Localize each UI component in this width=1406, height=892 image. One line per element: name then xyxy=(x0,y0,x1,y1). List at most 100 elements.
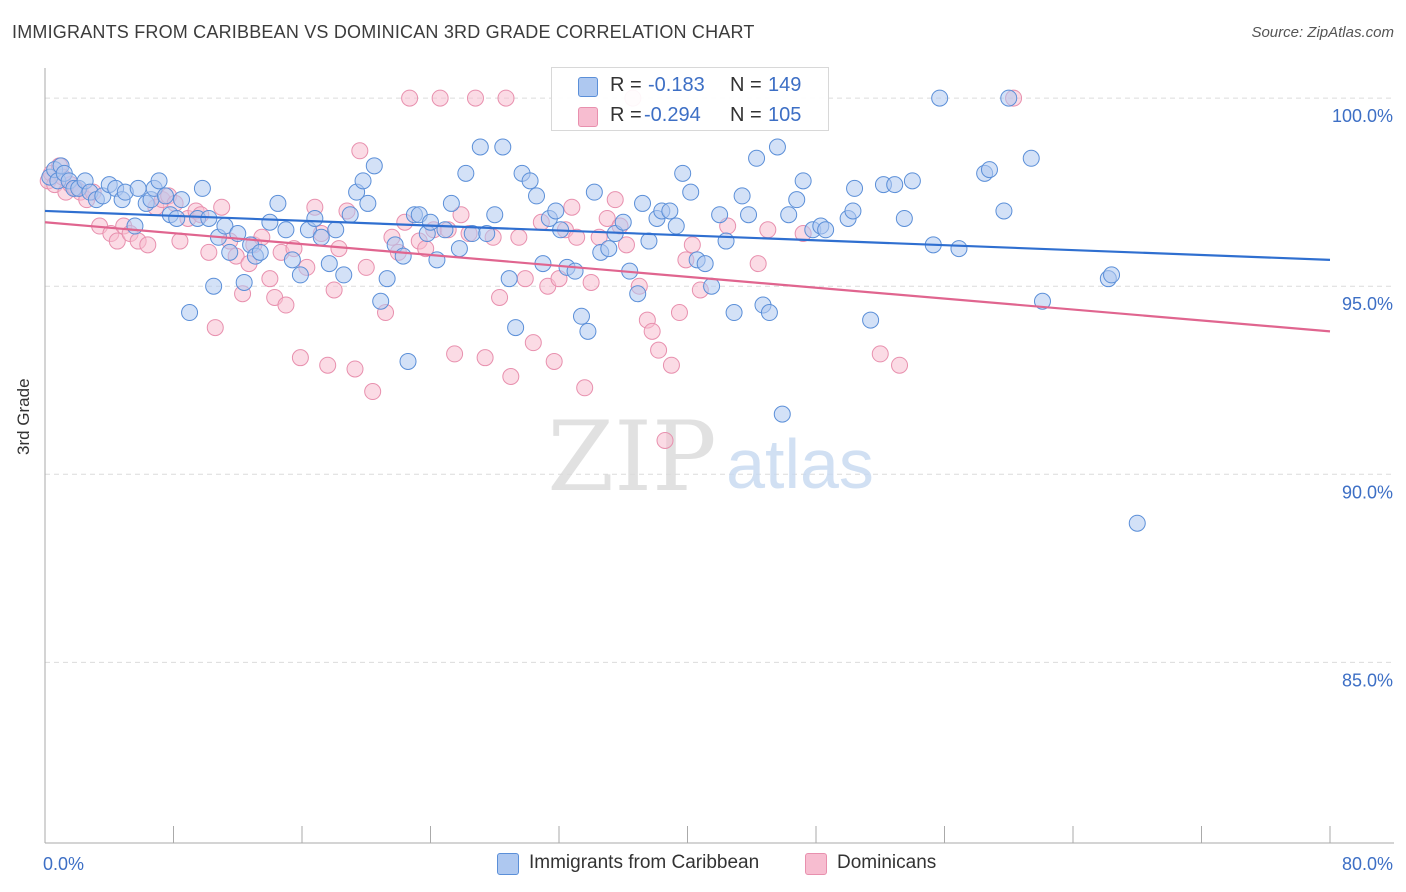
dominican-point xyxy=(568,228,586,246)
caribbean-point xyxy=(640,232,658,250)
chart-title: IMMIGRANTS FROM CARIBBEAN VS DOMINICAN 3… xyxy=(12,22,755,42)
dominican-point xyxy=(346,360,364,378)
caribbean-point xyxy=(312,228,330,246)
dominican-point xyxy=(213,198,231,216)
caribbean-point xyxy=(181,304,199,322)
caribbean-point xyxy=(235,273,253,291)
dominican-point xyxy=(598,209,616,227)
tick-labels: 85.0% 90.0% 95.0% 100.0% 0.0% 80.0% xyxy=(43,106,1393,874)
caribbean-point xyxy=(320,255,338,273)
dominican-swatch xyxy=(578,107,598,127)
y-tick-label: 95.0% xyxy=(1342,294,1393,314)
caribbean-point xyxy=(780,206,798,224)
caribbean-point xyxy=(291,266,309,284)
caribbean-point xyxy=(844,202,862,220)
caribbean-point xyxy=(306,209,324,227)
caribbean-point xyxy=(579,322,597,340)
dominican-point xyxy=(401,89,419,107)
caribbean-point xyxy=(269,194,287,212)
caribbean-point xyxy=(359,194,377,212)
watermark-zip: ZIP xyxy=(547,401,716,513)
dominican-point xyxy=(452,206,470,224)
caribbean-point xyxy=(283,251,301,269)
caribbean-point xyxy=(1000,89,1018,107)
caribbean-point xyxy=(733,187,751,205)
caribbean-point xyxy=(1103,266,1121,284)
caribbean-point xyxy=(150,172,168,190)
caribbean-point xyxy=(725,304,743,322)
caribbean-point xyxy=(629,285,647,303)
source-credit: Source: ZipAtlas.com xyxy=(1251,24,1394,41)
dominican-point xyxy=(277,296,295,314)
caribbean-point xyxy=(717,232,735,250)
dominican-point xyxy=(656,431,674,449)
y-tick-label: 90.0% xyxy=(1342,482,1393,502)
caribbean-point xyxy=(494,138,512,156)
dominican-point xyxy=(466,89,484,107)
dominican-point xyxy=(643,322,661,340)
dominican-point xyxy=(325,281,343,299)
y-tick-label: 85.0% xyxy=(1342,670,1393,690)
dominican-point xyxy=(545,352,563,370)
dominican-point xyxy=(670,304,688,322)
dominican-points xyxy=(39,89,1023,449)
x-tick-label: 0.0% xyxy=(43,854,84,874)
dominican-point xyxy=(683,236,701,254)
caribbean-point xyxy=(667,217,685,235)
caribbean-points xyxy=(41,89,1146,532)
dominican-point xyxy=(364,383,382,401)
caribbean-point xyxy=(168,209,186,227)
caribbean-point xyxy=(327,221,345,239)
caribbean-point xyxy=(696,255,714,273)
caribbean-point xyxy=(547,202,565,220)
r-value: -0.183 xyxy=(648,74,705,96)
axes xyxy=(44,68,1394,844)
caribbean-point xyxy=(895,209,913,227)
dominican-point xyxy=(582,273,600,291)
caribbean-point xyxy=(634,194,652,212)
caribbean-point xyxy=(442,194,460,212)
n-label: N = xyxy=(730,74,762,96)
dominican-point xyxy=(139,236,157,254)
caribbean-point xyxy=(1128,514,1146,532)
caribbean-point xyxy=(500,270,518,288)
legend-label-caribbean: Immigrants from Caribbean xyxy=(529,852,760,873)
x-tick-label: 80.0% xyxy=(1342,854,1393,874)
dominican-point xyxy=(108,232,126,250)
legend-swatch-dominican xyxy=(805,853,827,875)
dominican-trend-line xyxy=(44,221,1331,333)
dominican-point xyxy=(617,236,635,254)
r-value: -0.294 xyxy=(644,104,701,126)
dominican-point xyxy=(261,270,279,288)
dominican-point xyxy=(891,356,909,374)
caribbean-point xyxy=(394,247,412,265)
trend-lines xyxy=(44,209,1331,333)
dominican-point xyxy=(516,270,534,288)
caribbean-point xyxy=(760,304,778,322)
dominican-point xyxy=(476,349,494,367)
caribbean-point xyxy=(261,213,279,231)
caribbean-point xyxy=(585,183,603,201)
dominican-point xyxy=(319,356,337,374)
caribbean-point xyxy=(903,172,921,190)
dominican-point xyxy=(871,345,889,363)
y-axis-label: 3rd Grade xyxy=(14,378,33,455)
caribbean-point xyxy=(436,221,454,239)
dominican-point xyxy=(524,334,542,352)
caribbean-point xyxy=(566,262,584,280)
caribbean-trend-line xyxy=(44,209,1331,261)
dominican-point xyxy=(351,142,369,160)
caribbean-point xyxy=(862,311,880,329)
caribbean-point xyxy=(711,206,729,224)
caribbean-point xyxy=(365,157,383,175)
dominican-point xyxy=(431,89,449,107)
caribbean-point xyxy=(450,240,468,258)
n-value: 105 xyxy=(768,104,802,126)
caribbean-point xyxy=(788,191,806,209)
caribbean-point xyxy=(740,206,758,224)
caribbean-point xyxy=(1022,149,1040,167)
dominican-point xyxy=(650,341,668,359)
caribbean-point xyxy=(1033,292,1051,310)
n-label: N = xyxy=(730,104,762,126)
